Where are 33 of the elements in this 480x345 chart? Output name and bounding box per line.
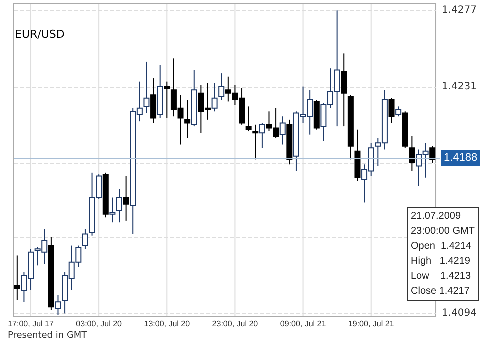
text: EUR/USD xyxy=(15,28,65,41)
candlestick xyxy=(116,188,122,224)
text: Presented in GMT xyxy=(8,331,88,341)
candlestick xyxy=(280,116,286,146)
x-tick-label: 23:00, Jul 20 xyxy=(212,320,259,328)
candlestick xyxy=(55,294,62,316)
x-tick-label: 19:00, Jul 21 xyxy=(348,320,395,328)
x-tick-label: 09:00, Jul 21 xyxy=(280,320,327,328)
candlestick xyxy=(246,106,252,132)
candlestick xyxy=(259,122,266,149)
candlestick xyxy=(123,176,130,222)
y-tick-label: 1.4094 xyxy=(442,308,478,320)
x-tick-label: 03:00, Jul 20 xyxy=(76,320,123,328)
y-tick-label: 1.4277 xyxy=(442,5,478,16)
candlestick xyxy=(184,100,191,139)
ref-line-label: 1.4188 xyxy=(441,150,480,166)
candlestick xyxy=(388,98,395,124)
candlestick xyxy=(82,228,88,250)
candlestick xyxy=(14,255,20,301)
x-tick-label: 17:00, Jul 17 xyxy=(8,320,54,328)
candlestick xyxy=(396,106,402,118)
candlestick xyxy=(409,136,416,172)
candlestick xyxy=(341,53,348,128)
candlestick xyxy=(110,197,116,224)
x-tick-label: 13:00, Jul 20 xyxy=(144,320,191,328)
candlestick xyxy=(218,73,225,101)
candlestick xyxy=(252,124,259,160)
candlestick xyxy=(150,78,157,124)
candlestick xyxy=(144,61,150,114)
candlestick xyxy=(164,81,170,119)
y-tick-label: 1.4231 xyxy=(442,81,478,92)
info-box: 21.07.2009 23:00:00 GMT Open 1.4214 High 1.4219 Low 1.4213 Close 1.4217 xyxy=(407,207,479,301)
candlestick xyxy=(212,82,218,112)
